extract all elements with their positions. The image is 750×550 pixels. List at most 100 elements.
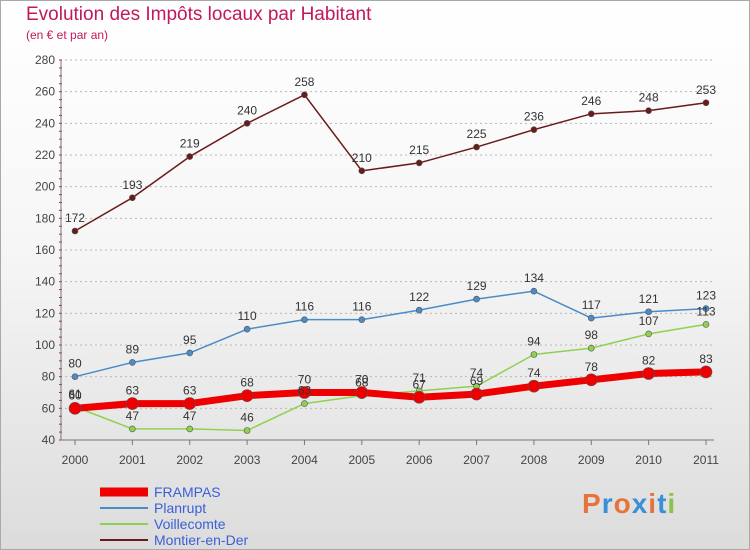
data-label-frampas: 83 bbox=[699, 352, 713, 366]
point-montier-en-der bbox=[301, 91, 308, 99]
logo-letter: P bbox=[582, 488, 602, 519]
data-label-montier-en-der: 246 bbox=[581, 94, 601, 108]
data-label-voillecomte: 47 bbox=[183, 409, 197, 423]
y-tick-label: 120 bbox=[35, 306, 55, 320]
y-tick-label: 100 bbox=[35, 338, 55, 352]
data-label-voillecomte: 98 bbox=[585, 328, 599, 342]
point-voillecomte bbox=[186, 425, 194, 433]
data-label-montier-en-der: 193 bbox=[122, 178, 142, 192]
data-label-planrupt: 117 bbox=[582, 298, 601, 312]
legend-label-montier-en-der: Montier-en-Der bbox=[154, 532, 248, 548]
point-planrupt bbox=[129, 359, 136, 366]
data-label-voillecomte: 94 bbox=[527, 335, 541, 349]
y-tick-label: 200 bbox=[35, 180, 55, 194]
data-label-montier-en-der: 236 bbox=[524, 110, 544, 124]
point-frampas bbox=[699, 365, 713, 379]
y-tick-label: 220 bbox=[35, 148, 55, 162]
series-line-montier-en-der bbox=[74, 94, 707, 232]
data-label-montier-en-der: 225 bbox=[467, 127, 487, 141]
x-tick-label: 2005 bbox=[348, 453, 375, 467]
point-montier-en-der bbox=[702, 99, 710, 107]
chart-subtitle: (en € et par an) bbox=[26, 28, 109, 42]
point-voillecomte bbox=[301, 400, 308, 407]
y-tick-label: 180 bbox=[35, 211, 55, 225]
proxiti-logo: Proxiti bbox=[582, 488, 676, 520]
data-label-voillecomte: 61 bbox=[68, 387, 82, 401]
x-tick-label: 2001 bbox=[119, 453, 146, 467]
point-montier-en-der bbox=[71, 227, 79, 235]
point-voillecomte bbox=[702, 321, 710, 328]
point-frampas bbox=[126, 397, 139, 410]
point-frampas bbox=[240, 389, 254, 402]
legend-label-voillecomte: Voillecomte bbox=[154, 516, 226, 532]
data-label-frampas: 67 bbox=[413, 377, 427, 391]
point-montier-en-der bbox=[243, 120, 251, 127]
data-label-voillecomte: 63 bbox=[298, 384, 312, 398]
data-label-montier-en-der: 215 bbox=[409, 143, 429, 157]
legend-label-frampas: FRAMPAS bbox=[154, 484, 221, 500]
data-label-planrupt: 129 bbox=[467, 279, 487, 293]
point-montier-en-der bbox=[186, 153, 194, 160]
point-voillecomte bbox=[530, 351, 538, 358]
data-label-frampas: 68 bbox=[240, 376, 254, 390]
x-tick-label: 2004 bbox=[291, 453, 318, 467]
data-label-voillecomte: 74 bbox=[470, 366, 484, 380]
point-montier-en-der bbox=[473, 143, 480, 151]
x-tick-label: 2008 bbox=[521, 453, 548, 467]
data-label-frampas: 60 bbox=[68, 388, 82, 402]
data-label-voillecomte: 107 bbox=[639, 314, 659, 328]
y-tick-label: 80 bbox=[42, 370, 56, 384]
point-frampas bbox=[527, 379, 541, 393]
data-label-montier-en-der: 219 bbox=[180, 137, 200, 151]
data-label-frampas: 69 bbox=[470, 374, 484, 388]
data-label-voillecomte: 68 bbox=[355, 376, 369, 390]
point-planrupt bbox=[415, 306, 423, 314]
x-tick-label: 2000 bbox=[62, 453, 89, 467]
data-label-voillecomte: 46 bbox=[240, 411, 254, 425]
data-label-voillecomte: 71 bbox=[413, 371, 427, 385]
logo-letter: r bbox=[601, 488, 614, 519]
y-tick-label: 60 bbox=[42, 401, 56, 415]
point-frampas bbox=[412, 390, 426, 404]
data-label-voillecomte: 113 bbox=[696, 304, 715, 318]
axes: 40 60 80 100 120 140 160 180 200 220 240 260 280 2000… bbox=[35, 53, 719, 467]
data-label-planrupt: 95 bbox=[183, 333, 197, 347]
point-frampas bbox=[642, 367, 655, 380]
data-label-planrupt: 80 bbox=[68, 357, 82, 371]
data-label-planrupt: 121 bbox=[639, 292, 659, 306]
data-label-planrupt: 89 bbox=[126, 342, 140, 356]
data-label-montier-en-der: 172 bbox=[65, 211, 85, 225]
logo-letter: t bbox=[657, 488, 668, 519]
series-line-frampas bbox=[71, 368, 710, 412]
y-tick-label: 140 bbox=[35, 275, 55, 289]
point-montier-en-der bbox=[358, 167, 366, 175]
point-montier-en-der bbox=[415, 159, 423, 167]
logo-letter: x bbox=[631, 488, 649, 519]
data-label-planrupt: 123 bbox=[696, 289, 716, 303]
point-planrupt bbox=[587, 314, 595, 322]
x-tick-label: 2003 bbox=[234, 453, 261, 467]
point-planrupt bbox=[473, 295, 480, 303]
data-label-montier-en-der: 240 bbox=[237, 103, 257, 117]
point-frampas bbox=[470, 387, 483, 401]
point-planrupt bbox=[358, 316, 366, 323]
point-frampas bbox=[298, 386, 311, 399]
logo-letter: i bbox=[667, 488, 677, 519]
data-label-frampas: 70 bbox=[355, 373, 369, 387]
point-frampas bbox=[355, 386, 369, 399]
y-tick-label: 280 bbox=[35, 53, 55, 67]
data-label-montier-en-der: 210 bbox=[352, 151, 372, 165]
y-tick-label: 160 bbox=[35, 243, 55, 257]
point-voillecomte bbox=[129, 425, 136, 433]
point-planrupt bbox=[645, 308, 652, 316]
point-planrupt bbox=[186, 349, 194, 357]
point-voillecomte bbox=[645, 330, 652, 338]
data-label-planrupt: 110 bbox=[238, 309, 257, 323]
data-label-montier-en-der: 253 bbox=[696, 83, 716, 97]
series-group bbox=[68, 91, 713, 434]
data-label-montier-en-der: 248 bbox=[639, 91, 659, 105]
data-label-frampas: 78 bbox=[585, 360, 599, 374]
data-label-frampas: 82 bbox=[642, 354, 656, 368]
